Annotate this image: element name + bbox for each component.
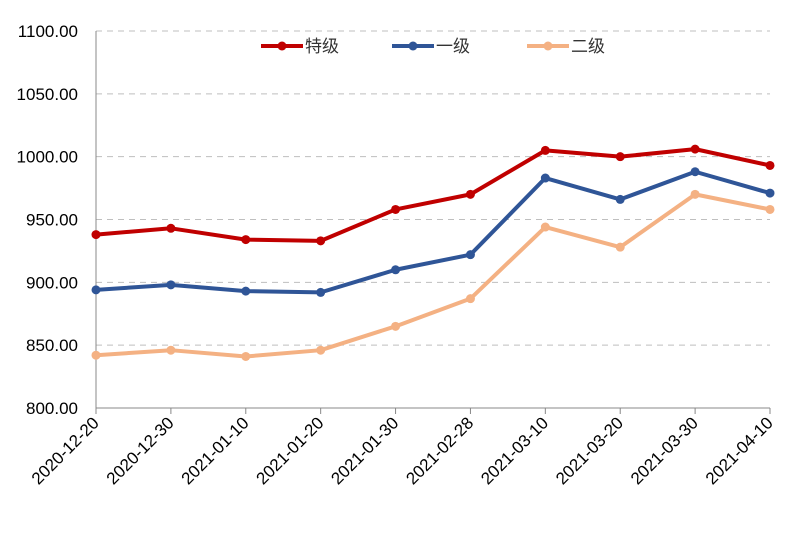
data-point [316, 345, 326, 355]
y-tick-label: 1100.00 [18, 22, 78, 41]
x-tick-label: 2021-01-30 [327, 413, 402, 488]
x-tick-label: 2021-01-20 [253, 413, 328, 488]
data-point [765, 204, 775, 214]
data-point [765, 160, 775, 170]
data-point [91, 350, 101, 360]
y-tick-label: 800.00 [26, 399, 78, 418]
data-point [465, 250, 475, 260]
legend-swatch-marker [543, 41, 553, 51]
y-tick-label: 900.00 [26, 273, 78, 292]
x-tick-label: 2021-01-10 [178, 413, 253, 488]
x-tick-label: 2021-03-20 [552, 413, 627, 488]
data-point [166, 345, 176, 355]
x-tick-label: 2021-02-28 [402, 413, 477, 488]
x-tick-label: 2020-12-20 [28, 413, 103, 488]
data-point [540, 145, 550, 155]
data-point [615, 152, 625, 162]
series-line [95, 169, 771, 295]
x-tick-labels: 2020-12-20 2020-12-30 2021-01-10 2021-01-20… [28, 413, 777, 488]
legend-item-1: 一级 [392, 37, 470, 56]
data-point [465, 189, 475, 199]
x-tick-label: 2021-03-10 [477, 413, 552, 488]
data-point [241, 351, 251, 361]
series-line [95, 147, 771, 243]
data-point [316, 287, 326, 297]
data-point [765, 188, 775, 198]
legend: 特级 一级 二级 [261, 37, 605, 56]
data-point [241, 235, 251, 245]
y-tick-label: 1050.00 [17, 85, 78, 104]
data-point [540, 222, 550, 232]
grid-lines [96, 30, 770, 346]
data-point [316, 236, 326, 246]
series-0 [91, 144, 775, 246]
x-tick-label: 2021-03-30 [627, 413, 702, 488]
y-tick-label: 1000.00 [17, 148, 78, 167]
data-point [391, 321, 401, 331]
x-tick-label: 2020-12-30 [103, 413, 178, 488]
axes [95, 31, 771, 414]
data-point [465, 294, 475, 304]
series-2 [91, 189, 775, 361]
legend-item-2: 二级 [527, 37, 605, 56]
legend-label: 特级 [305, 37, 339, 56]
y-tick-label: 850.00 [26, 336, 78, 355]
legend-item-0: 特级 [261, 37, 339, 56]
data-point [391, 265, 401, 275]
y-tick-labels: 800.00 850.00 900.00 950.00 1000.00 1050.00 11… [17, 22, 78, 418]
data-point [615, 242, 625, 252]
data-point [391, 204, 401, 214]
data-point [166, 280, 176, 290]
data-point [166, 223, 176, 233]
legend-label: 二级 [571, 37, 605, 56]
series-1 [91, 167, 775, 297]
series-lines [91, 144, 775, 361]
x-tick-label: 2021-04-10 [702, 413, 777, 488]
data-point [690, 167, 700, 177]
y-tick-label: 950.00 [26, 211, 78, 230]
data-point [241, 286, 251, 296]
series-line [95, 192, 771, 359]
data-point [690, 144, 700, 154]
legend-label: 一级 [436, 37, 470, 56]
data-point [615, 194, 625, 204]
data-point [91, 285, 101, 295]
legend-swatch-marker [277, 41, 287, 51]
data-point [91, 230, 101, 240]
legend-swatch-marker [408, 41, 418, 51]
data-point [540, 173, 550, 183]
data-point [690, 189, 700, 199]
